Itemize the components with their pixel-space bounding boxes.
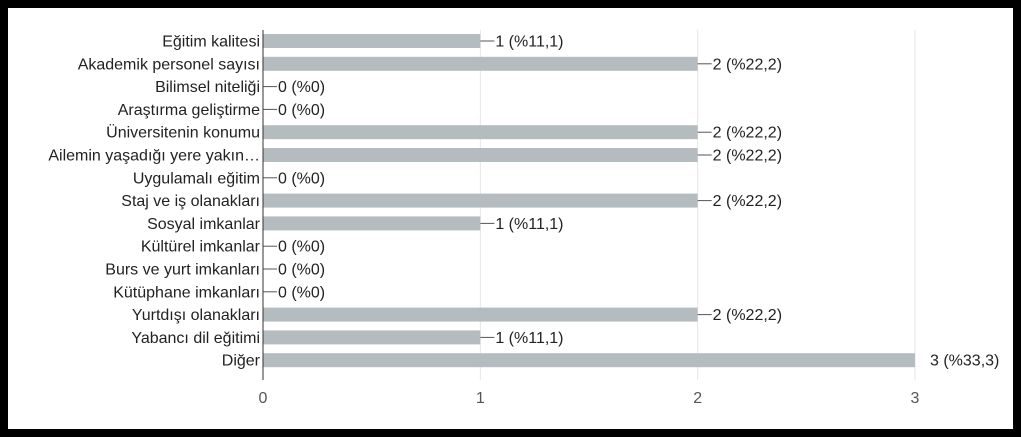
- bar: [263, 148, 698, 162]
- category-label: Ailemin yaşadığı yere yakın…: [48, 148, 260, 165]
- category-label: Burs ve yurt imkanları: [105, 262, 260, 279]
- bar: [263, 216, 481, 231]
- category-label: Araştırma geliştirme: [118, 102, 260, 119]
- category-label: Sosyal imkanlar: [147, 216, 261, 233]
- value-label: 0 (%0): [278, 79, 325, 96]
- category-label: Diğer: [222, 353, 261, 370]
- value-label: 0 (%0): [278, 239, 325, 256]
- category-label: Üniversitenin konumu: [106, 124, 260, 142]
- value-label: 1 (%11,1): [495, 34, 563, 51]
- value-label: 0 (%0): [278, 262, 325, 279]
- bar: [263, 34, 481, 48]
- value-label: 2 (%22,2): [713, 307, 782, 324]
- category-label: Eğitim kalitesi: [162, 34, 260, 51]
- category-label: Staj ve iş olanakları: [121, 193, 260, 210]
- x-tick-label: 1: [476, 390, 485, 407]
- bar: [263, 193, 698, 208]
- x-tick-label: 0: [259, 390, 268, 407]
- bar: [263, 330, 481, 345]
- value-label: 0 (%0): [278, 102, 325, 119]
- value-label: 2 (%22,2): [713, 125, 782, 142]
- bar: [263, 307, 698, 322]
- value-label: 3 (%33,3): [930, 353, 999, 370]
- bar: [263, 353, 915, 368]
- category-label: Kütüphane imkanları: [113, 284, 260, 301]
- bar: [263, 125, 698, 140]
- value-label: 0 (%0): [278, 284, 325, 301]
- category-label: Akademik personel sayısı: [78, 56, 260, 73]
- x-tick-label: 2: [693, 390, 702, 407]
- value-label: 2 (%22,2): [713, 193, 782, 210]
- value-label: 1 (%11,1): [495, 330, 563, 347]
- x-tick-label: 3: [911, 390, 920, 407]
- bar: [263, 56, 698, 71]
- category-label: Yurtdışı olanakları: [132, 307, 260, 324]
- category-label: Kültürel imkanlar: [141, 239, 261, 256]
- value-label: 2 (%22,2): [713, 56, 782, 73]
- value-label: 0 (%0): [278, 170, 325, 187]
- category-label: Uygulamalı eğitim: [133, 170, 260, 187]
- category-label: Bilimsel niteliği: [155, 79, 260, 96]
- category-label: Yabancı dil eğitimi: [131, 330, 260, 347]
- value-label: 2 (%22,2): [713, 148, 782, 165]
- value-label: 1 (%11,1): [495, 216, 563, 233]
